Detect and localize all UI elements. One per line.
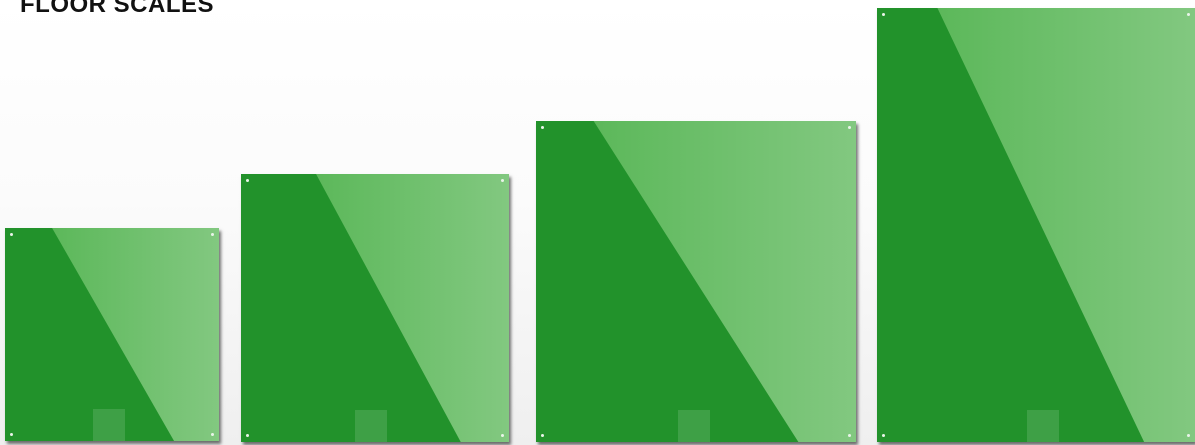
- floor-scale-small[interactable]: [5, 228, 219, 441]
- screw-icon: [1187, 13, 1190, 16]
- screw-icon: [211, 433, 214, 436]
- screw-icon: [246, 179, 249, 182]
- screw-icon: [882, 434, 885, 437]
- scale-foot: [678, 410, 710, 442]
- panel-gloss: [937, 8, 1195, 442]
- screw-icon: [246, 434, 249, 437]
- scale-foot: [355, 410, 387, 442]
- scale-foot: [1027, 410, 1059, 442]
- page-title: FLOOR SCALES: [20, 0, 215, 18]
- screw-icon: [10, 233, 13, 236]
- panel-gloss: [52, 228, 219, 441]
- floor-scale-medium[interactable]: [241, 174, 509, 442]
- screw-icon: [848, 434, 851, 437]
- floor-scale-xlarge[interactable]: [877, 8, 1195, 442]
- screw-icon: [501, 434, 504, 437]
- screw-icon: [1187, 434, 1190, 437]
- screw-icon: [848, 126, 851, 129]
- screw-icon: [541, 126, 544, 129]
- scale-foot: [93, 409, 125, 441]
- floor-scale-large[interactable]: [536, 121, 856, 442]
- panel-gloss: [316, 174, 509, 442]
- screw-icon: [10, 433, 13, 436]
- screw-icon: [501, 179, 504, 182]
- screw-icon: [541, 434, 544, 437]
- screw-icon: [211, 233, 214, 236]
- panel-gloss: [593, 121, 856, 442]
- screw-icon: [882, 13, 885, 16]
